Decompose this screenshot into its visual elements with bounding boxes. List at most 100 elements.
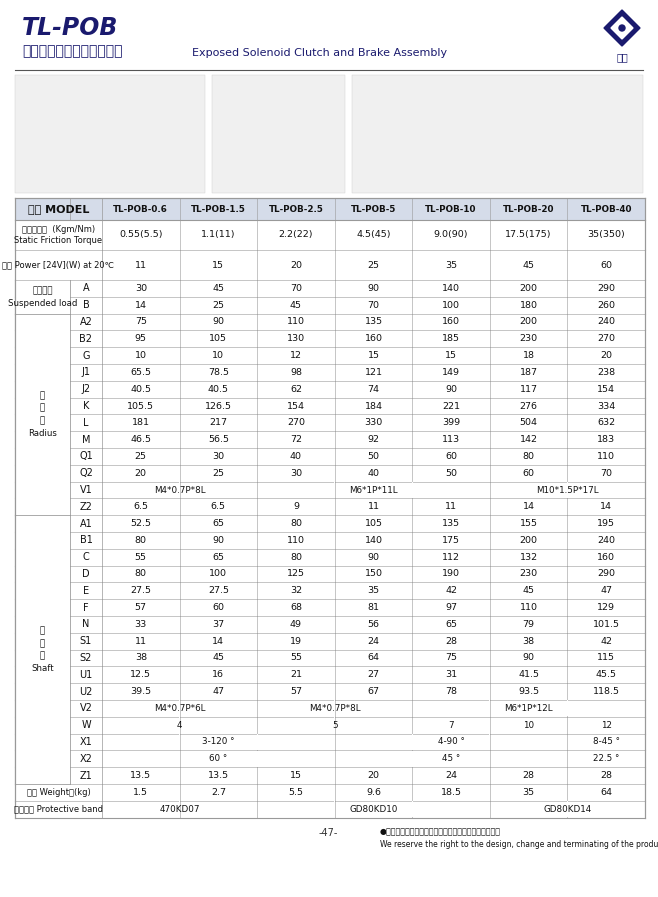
Text: 260: 260 (597, 300, 615, 309)
Text: 0.55(5.5): 0.55(5.5) (119, 231, 163, 239)
Text: 60: 60 (213, 603, 224, 612)
Bar (15, 532, 645, 549)
Text: 110: 110 (287, 318, 305, 327)
Text: 270: 270 (287, 418, 305, 427)
Text: 60: 60 (522, 469, 535, 478)
Text: 65: 65 (213, 519, 224, 528)
Text: 40.5: 40.5 (208, 385, 229, 394)
Text: 149: 149 (442, 368, 460, 377)
Text: 118.5: 118.5 (593, 687, 620, 696)
Bar (15, 330, 645, 347)
Text: 46.5: 46.5 (130, 435, 151, 444)
Bar (179, 751, 180, 767)
Text: 399: 399 (442, 418, 460, 427)
Bar (15, 734, 645, 751)
Text: 62: 62 (290, 385, 302, 394)
Text: X2: X2 (80, 753, 92, 764)
Text: 14: 14 (522, 502, 535, 511)
Bar (179, 701, 180, 717)
Bar (15, 801, 645, 817)
Text: 75: 75 (445, 654, 457, 663)
Bar (567, 801, 568, 817)
Text: U2: U2 (80, 686, 93, 697)
Text: 97: 97 (445, 603, 457, 612)
Text: 24: 24 (368, 637, 380, 646)
Text: 90: 90 (213, 318, 224, 327)
Text: M4*0.7P*8L: M4*0.7P*8L (154, 485, 205, 494)
Text: J2: J2 (82, 384, 91, 394)
Text: TL-POB-2.5: TL-POB-2.5 (268, 205, 323, 213)
Text: 45.5: 45.5 (595, 670, 617, 679)
Text: 38: 38 (135, 654, 147, 663)
Text: 290: 290 (597, 570, 615, 579)
Text: We reserve the right to the design, change and terminating of the product specif: We reserve the right to the design, chan… (380, 840, 658, 849)
Text: 155: 155 (520, 519, 538, 528)
Text: 70: 70 (600, 469, 612, 478)
Text: Z2: Z2 (80, 501, 92, 512)
Text: Exposed Solenoid Clutch and Brake Assembly: Exposed Solenoid Clutch and Brake Assemb… (192, 48, 447, 58)
Bar (15, 515, 70, 784)
Text: 57: 57 (290, 687, 302, 696)
Text: 45: 45 (213, 654, 224, 663)
Text: 90: 90 (368, 283, 380, 293)
Text: 4-90 °: 4-90 ° (438, 737, 465, 746)
Text: 1.5: 1.5 (134, 788, 148, 797)
Text: 330: 330 (365, 418, 382, 427)
Text: M: M (82, 435, 90, 445)
Text: 64: 64 (600, 788, 612, 797)
Text: 230: 230 (520, 570, 538, 579)
Text: 190: 190 (442, 570, 460, 579)
Text: 470KD07: 470KD07 (159, 805, 200, 814)
Text: 200: 200 (520, 283, 538, 293)
Text: M10*1.5P*17L: M10*1.5P*17L (536, 485, 599, 494)
Text: 184: 184 (365, 402, 382, 411)
Text: 25: 25 (368, 260, 380, 269)
Text: 78.5: 78.5 (208, 368, 229, 377)
Text: Q2: Q2 (79, 468, 93, 478)
Text: G: G (82, 351, 89, 361)
Text: C: C (83, 553, 89, 562)
Text: B1: B1 (80, 536, 92, 545)
Text: 6.5: 6.5 (134, 502, 148, 511)
Text: 101.5: 101.5 (593, 620, 620, 629)
Text: 27.5: 27.5 (208, 587, 229, 596)
Text: 15: 15 (213, 260, 224, 269)
Text: 1.1(11): 1.1(11) (201, 231, 236, 239)
Text: A2: A2 (80, 317, 92, 327)
Text: 30: 30 (135, 283, 147, 293)
Text: 185: 185 (442, 335, 460, 344)
Bar (257, 751, 258, 767)
Text: 238: 238 (597, 368, 615, 377)
Bar (15, 397, 645, 414)
Bar (352, 75, 643, 193)
Text: V2: V2 (80, 703, 92, 713)
Text: 334: 334 (597, 402, 615, 411)
Text: 140: 140 (365, 536, 382, 544)
Text: 110: 110 (520, 603, 538, 612)
Text: 9.0(90): 9.0(90) (434, 231, 468, 239)
Bar (15, 220, 645, 250)
Text: 15: 15 (368, 351, 380, 360)
Bar (412, 482, 413, 498)
Bar (15, 250, 645, 280)
Text: 70: 70 (290, 283, 302, 293)
Text: 105.5: 105.5 (127, 402, 154, 411)
Bar (15, 566, 645, 582)
Text: 504: 504 (520, 418, 538, 427)
Bar (15, 616, 645, 632)
Polygon shape (611, 17, 633, 39)
Text: 129: 129 (597, 603, 615, 612)
Text: 121: 121 (365, 368, 382, 377)
Text: 20: 20 (600, 351, 612, 360)
Text: 18: 18 (522, 351, 535, 360)
Bar (15, 314, 645, 330)
Text: -47-: -47- (318, 828, 338, 838)
Text: 徑
方
向
Radius: 徑 方 向 Radius (28, 391, 57, 438)
Text: 79: 79 (522, 620, 535, 629)
Bar (212, 75, 345, 193)
Text: TL-POB: TL-POB (22, 16, 118, 40)
Text: 230: 230 (520, 335, 538, 344)
Text: 40: 40 (368, 469, 380, 478)
Bar (15, 75, 205, 193)
Bar (15, 684, 645, 700)
